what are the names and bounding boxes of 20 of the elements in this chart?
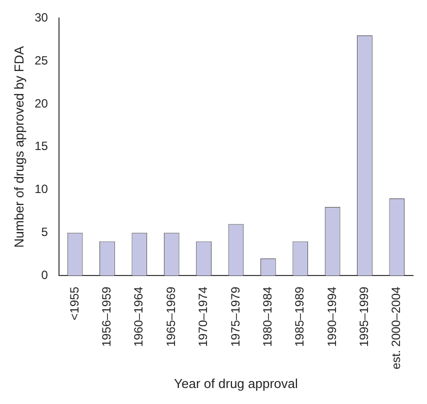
x-tick-label: 1975–1979 (228, 286, 242, 347)
y-tick-label: 0 (41, 268, 48, 282)
x-tick-label: 1956–1959 (100, 286, 114, 347)
x-tick-label: 1970–1974 (196, 286, 210, 347)
y-axis-title: Number of drugs approved by FDA (11, 46, 26, 248)
x-tick-label: 1995–1999 (357, 286, 372, 347)
x-tick-label: 1985–1989 (292, 286, 307, 347)
x-tick-label: <1955 (67, 286, 82, 320)
x-tick-label: 1960–1964 (132, 286, 146, 347)
y-tick-label: 30 (34, 10, 48, 25)
y-tick-label: 15 (34, 139, 48, 154)
y-tick-label: 5 (41, 225, 48, 240)
y-tick-label: 10 (34, 182, 48, 196)
x-tick-label: 1980–1984 (260, 286, 274, 347)
x-axis-title: Year of drug approval (174, 376, 298, 391)
x-tick-label: 1990–1994 (324, 286, 339, 347)
x-tick-label: 1965–1969 (164, 286, 178, 347)
y-tick-label: 20 (34, 96, 48, 110)
y-tick-label: 25 (34, 53, 48, 68)
x-tick-label: est. 2000–2004 (389, 286, 404, 370)
